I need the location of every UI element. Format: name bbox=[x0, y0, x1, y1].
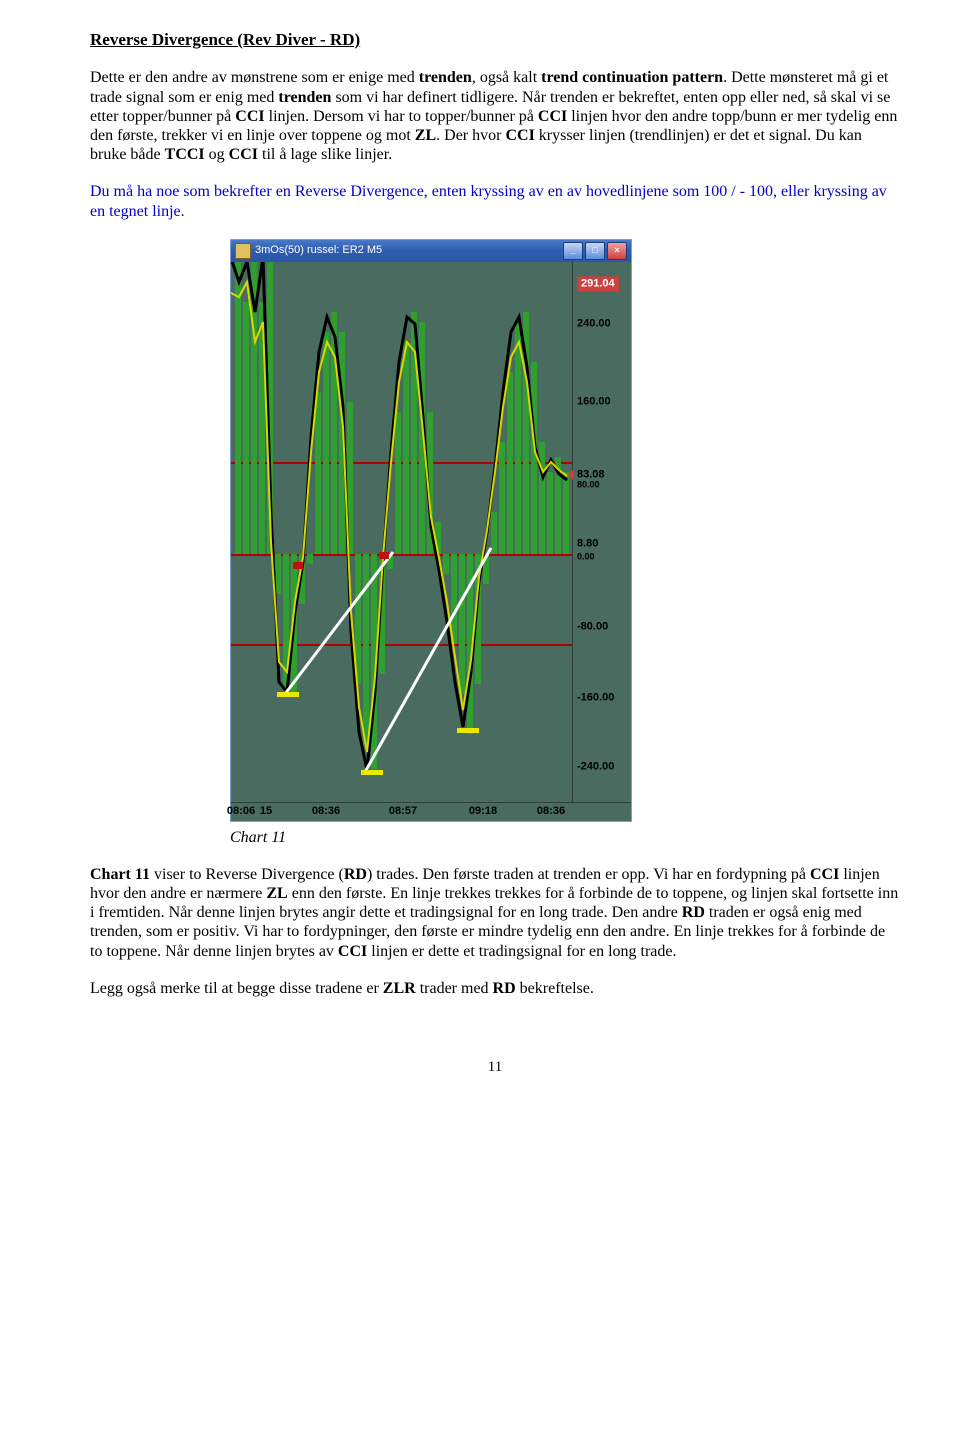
chart-window: 3mOs(50) russel: ER2 M5 _ □ × 291.04 240.… bbox=[230, 239, 632, 822]
x-tick-label: 09:18 bbox=[469, 805, 497, 818]
paragraph-2-highlight: Du må ha noe som bekrefter en Reverse Di… bbox=[90, 182, 900, 220]
paragraph-3: Chart 11 viser to Reverse Divergence (RD… bbox=[90, 865, 900, 961]
window-title: 3mOs(50) russel: ER2 M5 bbox=[255, 244, 563, 257]
y-tick-label: 8.80 bbox=[577, 537, 598, 550]
chart-body: 291.04240.00160.0083.0880.008.800.00-80.… bbox=[231, 262, 631, 802]
app-icon bbox=[235, 243, 251, 259]
price-arrow-icon bbox=[567, 470, 573, 480]
y-tick-label: 160.00 bbox=[577, 395, 611, 408]
y-tick-label: -80.00 bbox=[577, 620, 608, 633]
x-tick-label: 08:36 bbox=[312, 805, 340, 818]
plot-area bbox=[231, 262, 572, 802]
y-tick-label: 0.00 bbox=[577, 551, 595, 562]
chart-svg bbox=[231, 262, 571, 782]
y-tick-label: 80.00 bbox=[577, 479, 600, 490]
y-tick-label: 240.00 bbox=[577, 317, 611, 330]
x-tick-label: 08:06 bbox=[227, 805, 255, 818]
y-tick-label: -240.00 bbox=[577, 760, 614, 773]
y-axis: 291.04240.00160.0083.0880.008.800.00-80.… bbox=[572, 262, 631, 802]
window-titlebar: 3mOs(50) russel: ER2 M5 _ □ × bbox=[231, 240, 631, 262]
x-tick-label: 08:36 bbox=[537, 805, 565, 818]
maximize-button[interactable]: □ bbox=[585, 242, 605, 260]
y-tick-label: -160.00 bbox=[577, 691, 614, 704]
chart-caption: Chart 11 bbox=[230, 828, 900, 847]
page-number: 11 bbox=[90, 1058, 900, 1076]
x-tick-label: 08:57 bbox=[389, 805, 417, 818]
section-heading: Reverse Divergence (Rev Diver - RD) bbox=[90, 30, 900, 50]
y-tick-label: 291.04 bbox=[577, 276, 619, 291]
paragraph-1: Dette er den andre av mønstrene som er e… bbox=[90, 68, 900, 164]
x-tick-label: 15 bbox=[260, 805, 272, 818]
close-button[interactable]: × bbox=[607, 242, 627, 260]
minimize-button[interactable]: _ bbox=[563, 242, 583, 260]
paragraph-4: Legg også merke til at begge disse trade… bbox=[90, 979, 900, 998]
chart-11-container: 3mOs(50) russel: ER2 M5 _ □ × 291.04 240.… bbox=[230, 239, 900, 822]
x-axis: 08:061508:3608:5709:1808:36 bbox=[231, 802, 631, 821]
